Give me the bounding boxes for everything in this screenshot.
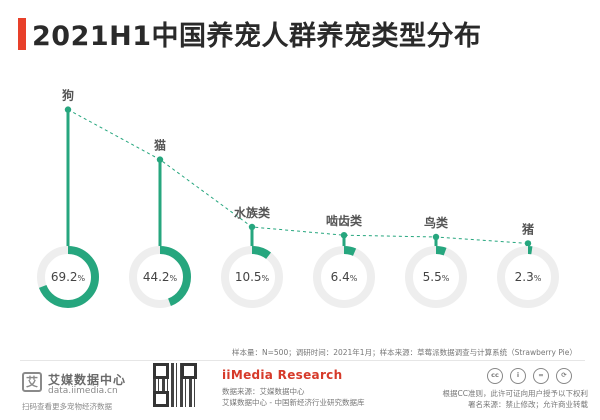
attribution-icon: i <box>510 368 526 384</box>
category-label: 猫 <box>154 138 166 153</box>
category-label: 狗 <box>62 88 74 103</box>
anchor-point <box>524 240 532 247</box>
title-accent-bar <box>18 18 26 50</box>
anchor-point <box>64 106 72 113</box>
license-terms: 署名来源：禁止修改；允许商业转载 <box>468 400 588 409</box>
donut-arc <box>497 246 559 308</box>
sharealike-icon: ⟳ <box>556 368 572 384</box>
value-label: 6.4% <box>331 270 358 284</box>
donut-arc <box>37 246 99 308</box>
page-title: 2021H1中国养宠人群养宠类型分布 <box>32 21 482 52</box>
cc-icon: cc <box>487 368 503 384</box>
value-label: 69.2% <box>51 270 86 284</box>
anchor-point <box>340 232 348 239</box>
trend-line <box>67 109 529 244</box>
value-label: 10.5% <box>235 270 270 284</box>
data-source: 数据来源：艾媒数据中心 <box>222 387 305 396</box>
data-source-database: 艾媒数据中心 - 中国新经济行业研究数据库 <box>222 398 365 407</box>
logo-slogan: 扫码查看更多宠物经济数据 <box>22 402 112 411</box>
no-derivatives-icon: = <box>533 368 549 384</box>
brand-name: iiMedia Research <box>222 368 343 382</box>
anchor-point <box>248 223 256 231</box>
donut-arc <box>221 246 283 308</box>
anchor-point <box>432 233 440 241</box>
iimedia-logo-icon: 艾 <box>22 372 42 392</box>
donut-arc <box>129 246 191 308</box>
donut-chart: 狗 69.2% 猫 44.2% 水族类 10.5% 啮齿类 6.4% 鸟类 5.5% 猪 2.3% <box>37 88 559 308</box>
qr-finder-icon <box>153 391 169 407</box>
logo-url: data.iimedia.cn <box>48 386 118 396</box>
license-text: 根据CC准则，此许可证向用户授予以下权利 <box>442 389 588 398</box>
category-label: 猪 <box>521 221 534 236</box>
value-label: 2.3% <box>515 270 542 284</box>
category-label: 水族类 <box>234 205 271 220</box>
category-label: 鸟类 <box>424 215 449 230</box>
donut-arc <box>405 246 467 308</box>
logo-name: 艾媒数据中心 <box>48 373 127 387</box>
category-label: 啮齿类 <box>326 213 363 228</box>
value-label: 44.2% <box>143 270 178 284</box>
footer-divider <box>20 360 585 361</box>
anchor-point <box>156 156 164 163</box>
qr-code-icon[interactable] <box>153 363 197 407</box>
donut-arc <box>313 246 375 308</box>
sample-note: 样本量：N=500；调研时间：2021年1月；样本来源：草莓派数据调查与计算系统… <box>232 348 577 357</box>
value-label: 5.5% <box>423 270 450 284</box>
